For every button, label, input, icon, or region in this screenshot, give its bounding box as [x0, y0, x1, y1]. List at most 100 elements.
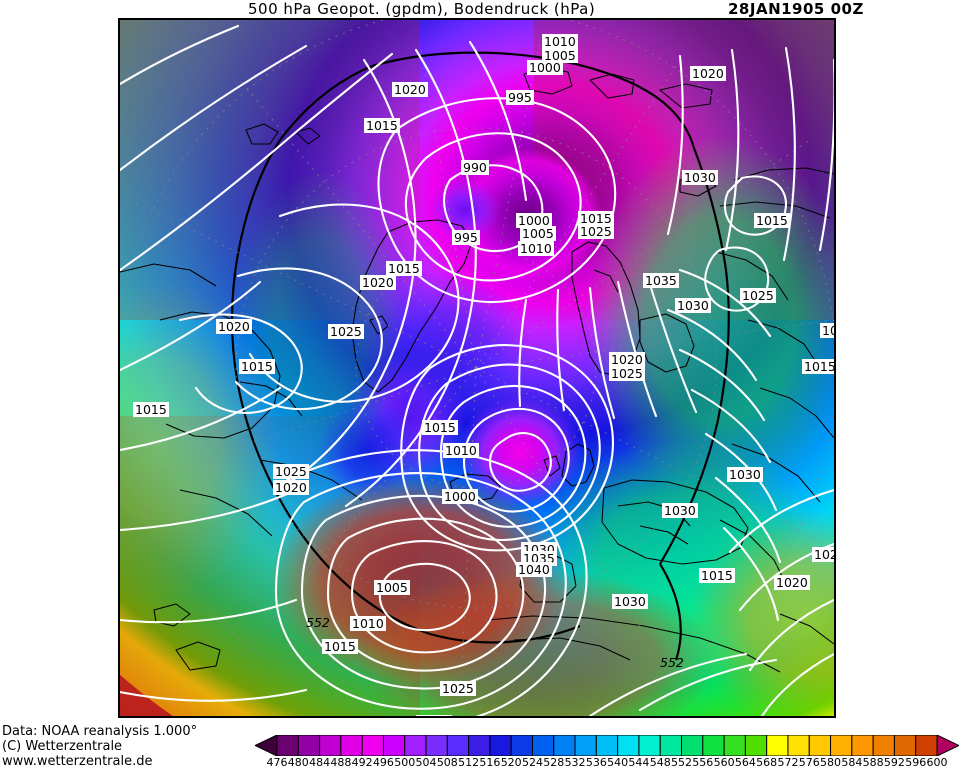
isobar-label: 995 — [452, 230, 480, 245]
colorbar-swatch — [830, 735, 853, 756]
colorbar-swatch — [638, 735, 661, 756]
colorbar-tick-label: 536 — [585, 756, 607, 769]
colorbar-tick-label: 576 — [798, 756, 820, 769]
colorbar-swatch — [446, 735, 470, 756]
map-svg — [120, 20, 834, 716]
isobar-label: 1025 — [440, 681, 476, 696]
isobar-label: 1010 — [443, 443, 479, 458]
isobar-label: 1025 — [609, 366, 645, 381]
colorbar-swatch — [915, 735, 938, 756]
isobar-label: 1020 — [392, 82, 428, 97]
colorbar-swatch — [319, 735, 342, 756]
colorbar-tick-label: 572 — [777, 756, 799, 769]
isobar-label: 1040 — [516, 562, 552, 577]
map-date-label: 28JAN1905 00Z — [728, 0, 864, 18]
colorbar-swatch — [723, 735, 746, 756]
isobar-label: 1020 — [273, 480, 309, 495]
colorbar-tick-label: 588 — [862, 756, 884, 769]
colorbar-tick-label: 488 — [330, 756, 352, 769]
isobar-label: 995 — [506, 90, 534, 105]
isobar-label: 1030 — [682, 170, 718, 185]
colorbar-swatch — [489, 735, 512, 756]
isobar-label: 1010 — [542, 34, 578, 49]
colorbar-tick-label: 540 — [607, 756, 629, 769]
isobar-label: 1025 — [273, 464, 309, 479]
colorbar-swatch — [510, 735, 533, 756]
isobar-label: 1015 — [699, 568, 735, 583]
colorbar-tick-label: 532 — [564, 756, 586, 769]
isobar-label: 1020 — [690, 66, 726, 81]
colorbar-swatch — [382, 735, 406, 756]
geopotential-height-label: 552 — [306, 615, 330, 630]
isobar-label: 1025 — [578, 224, 614, 239]
isobar-label: 1015 — [820, 323, 834, 338]
colorbar-tick-label: 600 — [926, 756, 948, 769]
isobar-label: 1020 — [774, 575, 810, 590]
graticule — [120, 20, 834, 716]
colorbar-tick-label: 500 — [394, 756, 416, 769]
isobar-label: 1015 — [239, 359, 275, 374]
colorbar-tick-label: 528 — [543, 756, 565, 769]
isobar-label: 1035 — [643, 273, 679, 288]
colorbar-tick-label: 580 — [820, 756, 842, 769]
colorbar-tick-label: 596 — [905, 756, 927, 769]
colorbar-swatch — [361, 735, 384, 756]
colorbar-tick-label: 524 — [521, 756, 543, 769]
colorbar-tick-label: 544 — [628, 756, 650, 769]
colorbar-tick-label: 548 — [649, 756, 671, 769]
isobar-label: 1015 — [802, 359, 836, 374]
isobar-label: 1025 — [740, 288, 776, 303]
isobar-label: 1000 — [442, 489, 478, 504]
colorbar-swatch — [595, 735, 619, 756]
colorbar-swatch — [276, 735, 299, 756]
isobar-label: 1015 — [364, 118, 400, 133]
isobar-label: 1020 — [416, 715, 452, 716]
colorbar-tick-label: 496 — [372, 756, 394, 769]
colorbar-arrow-high — [936, 735, 959, 756]
colorbar-swatch — [872, 735, 895, 756]
isobar-label: 1015 — [133, 402, 169, 417]
isobar-label: 1010 — [350, 616, 386, 631]
colorbar-swatch — [893, 735, 917, 756]
footer: Data: NOAA reanalysis 1.000° (C) Wetterz… — [2, 724, 302, 769]
isobar-label: 1020 — [609, 352, 645, 367]
isobar-label: 1015 — [322, 639, 358, 654]
geopotential-height-label: 552 — [660, 655, 684, 670]
isobar-label: 1030 — [675, 298, 711, 313]
isobar-label: 1005 — [374, 580, 410, 595]
colorbar-tick-label: 492 — [351, 756, 373, 769]
colorbar-swatches — [255, 735, 959, 756]
map-canvas[interactable]: 1010 1005 1000 1020 1020 995 1015 990 1030 1015 10… — [118, 18, 836, 718]
footer-website: www.wetterzentrale.de — [2, 754, 153, 769]
isobar-label: 1000 — [527, 60, 563, 75]
isobar-label: 1020 — [216, 319, 252, 334]
colorbar-swatch — [531, 735, 555, 756]
colorbar-tick-label: 584 — [841, 756, 863, 769]
colorbar-tick-label: 516 — [479, 756, 501, 769]
page-title: 500 hPa Geopot. (gpdm), Bodendruck (hPa) — [248, 0, 596, 18]
colorbar-ticks: 476 480 484 488 492 496 500 504 508 512 516 520 524 5… — [255, 756, 959, 770]
colorbar-swatch — [702, 735, 725, 756]
isobar-label: 1020 — [360, 275, 396, 290]
colorbar: 476 480 484 488 492 496 500 504 508 512 516 520 524 5… — [255, 735, 959, 770]
isobar-label: 1025 — [328, 324, 364, 339]
colorbar-tick-label: 484 — [309, 756, 331, 769]
colorbar-tick-label: 512 — [458, 756, 480, 769]
colorbar-tick-label: 564 — [734, 756, 756, 769]
colorbar-swatch — [681, 735, 704, 756]
footer-copyright: (C) Wetterzentrale — [2, 739, 123, 754]
footer-data-source: Data: NOAA reanalysis 1.000° — [2, 724, 198, 739]
isobar-label: 990 — [461, 160, 489, 175]
colorbar-tick-label: 560 — [713, 756, 735, 769]
colorbar-tick-label: 556 — [692, 756, 714, 769]
colorbar-arrow-low — [255, 735, 278, 756]
colorbar-tick-label: 592 — [883, 756, 905, 769]
colorbar-swatch — [851, 735, 874, 756]
colorbar-tick-label: 520 — [500, 756, 522, 769]
title-bar: 500 hPa Geopot. (gpdm), Bodendruck (hPa)… — [0, 0, 959, 18]
colorbar-swatch — [659, 735, 683, 756]
isobar-label: 1030 — [662, 503, 698, 518]
colorbar-tick-label: 552 — [671, 756, 693, 769]
colorbar-tick-label: 476 — [266, 756, 288, 769]
colorbar-tick-label: 508 — [436, 756, 458, 769]
